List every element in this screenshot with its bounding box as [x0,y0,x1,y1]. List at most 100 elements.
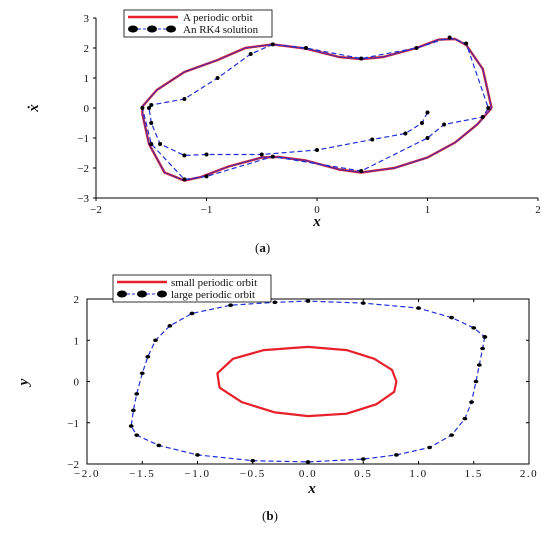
panel-b-x-tick-label: 1.5 [465,468,483,480]
rk4-point [248,52,253,56]
panel-a-y-tick-label: 1 [84,73,90,85]
rk4-point [303,46,308,50]
panel-b-y-tick-label: −2 [67,459,79,471]
panel-b-frame [86,298,530,465]
panel-a-y-label: ẋ [26,104,42,113]
large-orbit-point [134,392,140,396]
large-orbit-point [272,300,278,305]
large-orbit-point [360,457,366,461]
large-orbit-point [195,453,200,457]
legend-periodic-orbit-label: A periodic orbit [183,12,253,24]
large-orbit-point [228,303,234,307]
rk4-point [447,35,452,40]
legend-small-orbit-label: small periodic orbit [171,277,257,289]
rk4-point [215,76,220,80]
large-orbit-point [145,354,151,359]
large-orbit-point [416,306,421,310]
panel-a-x-tick-label: −2 [90,204,102,216]
panel-a-y-tick-label: 3 [84,13,90,25]
rk4-point [204,174,209,179]
legend-large-orbit-label: large periodic orbit [171,289,255,301]
rk4-point [182,177,187,182]
large-orbit-point [139,371,145,376]
rk4-point [486,106,491,110]
rk4-point [403,131,408,136]
panel-b-x-tick-label: −1.5 [129,468,155,480]
panel-b-x-tick-label: −0.5 [240,468,266,480]
large-orbit-point [134,433,140,437]
large-orbit-point [480,346,485,351]
legend-rk4-marker [166,25,176,33]
rk4-point [270,154,275,159]
large-orbit-point [128,424,134,428]
panel-b-y-tick-label: 1 [74,335,80,347]
panel-b-y-label: y [16,378,32,387]
panel-b-legend: small periodic orbit large periodic orbi… [112,274,272,303]
panel-a-x-tick-label: 0 [314,204,320,216]
large-orbit-point [167,324,173,328]
panel-a-y-tick-label: 0 [84,103,90,115]
series-large-periodic-orbit [130,300,486,463]
panel-b-x-tick-label: 1.0 [409,468,427,480]
series-periodic-orbit [141,37,493,182]
rk4-point [315,148,319,152]
large-orbit-point [482,335,488,339]
rk4-point [270,42,275,47]
panel-a-y-tick-label: −3 [77,193,89,205]
rk4-point [359,169,364,173]
large-orbit-point [427,445,432,450]
large-orbit-point [250,458,256,463]
rk4-point [182,153,187,158]
panel-a-curves [140,35,493,182]
rk4-point [147,106,152,110]
panel-b-x-tick-label: 2.0 [520,468,538,480]
rk4-point [359,56,364,61]
large-orbit-point [462,416,468,421]
panel-b-x-label: x [307,481,316,497]
rk4-point [149,121,154,125]
panel-a-x-label: x [312,214,321,230]
panel-b-caption: (b) [262,508,278,523]
rk4-point [182,97,187,101]
panel-b-y-tick-label: 2 [74,294,80,306]
large-orbit-point [305,299,311,303]
rk4-point [442,122,447,127]
rk4-point [204,152,209,157]
panel-b-x-tick-label: 0.0 [299,468,317,480]
large-orbit-point [153,338,158,343]
large-orbit-point [469,400,474,404]
large-orbit-point [156,443,162,448]
panel-a-x-tick-label: −1 [201,204,213,216]
large-orbit-point [449,315,455,320]
large-orbit-point [449,433,455,437]
large-orbit-point [394,453,399,457]
panel-a-x-tick-label: 1 [425,204,431,216]
panel-b: −2.0 −1.5 −1.0 −0.5 0.0 0.5 1.0 1.5 2.0 2 1 0 −1 −2 x… [16,274,538,523]
rk4-point [425,136,430,140]
series-rk4-solution [141,36,489,181]
panel-b-y-tick-label: −1 [67,418,79,430]
rk4-point [158,142,163,146]
panel-b-legend-box [112,274,272,303]
rk4-point [464,41,469,46]
panel-b-x-tick-label: −1.0 [185,468,211,480]
legend-rk4-label: An RK4 solution [183,24,259,36]
rk4-point [425,110,430,115]
legend-large-orbit-marker [157,290,167,298]
panel-a-legend-box [123,9,273,38]
panel-a-legend: A periodic orbit An RK4 solution [123,9,273,38]
panel-a-y-tick-label: −1 [77,133,89,145]
panel-a-caption: (a) [255,240,270,255]
panel-b-curves [128,299,488,464]
rk4-point [370,137,375,142]
rk4-point [259,152,264,157]
panel-a-y-tick-label: −2 [77,163,89,175]
panel-b-x-tick-label: −2.0 [74,468,100,480]
legend-rk4-marker [147,25,157,33]
legend-rk4-marker [128,25,138,33]
rk4-point [480,115,485,119]
